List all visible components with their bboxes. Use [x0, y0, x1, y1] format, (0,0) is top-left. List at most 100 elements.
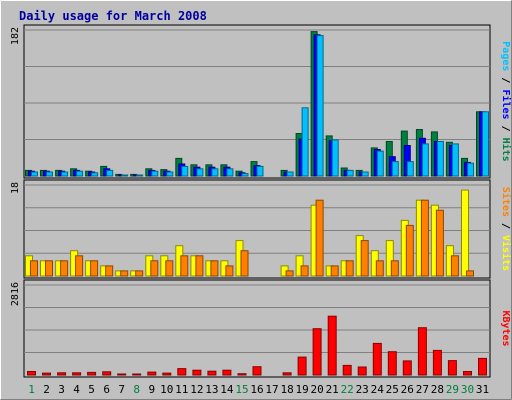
bar-sites-day-11 — [180, 255, 189, 277]
day-label-25: 25 — [386, 383, 399, 396]
panel-ymax-label: 182 — [10, 27, 21, 45]
bar-sites-day-15 — [240, 250, 249, 277]
bar-kbytes-day-5 — [87, 371, 97, 376]
bar-pages-day-5 — [91, 172, 99, 177]
side-label-sites: Sites — [500, 187, 512, 217]
day-label-4: 4 — [73, 383, 80, 396]
bar-kbytes-day-9 — [147, 371, 157, 376]
day-label-1: 1 — [28, 383, 35, 396]
bar-pages-day-12 — [196, 168, 204, 177]
bar-pages-day-22 — [346, 169, 354, 177]
bar-kbytes-day-26 — [402, 360, 412, 376]
bar-pages-day-31 — [482, 111, 489, 177]
day-axis-labels: 1 2 3 4 5 6 7 8 9 10 11 12 13 14 15 16 17 18 19 20 21 22 23 24 2… — [28, 383, 489, 396]
panel-side-label: Pages / Files / Hits — [500, 41, 512, 161]
bar-kbytes-day-15 — [237, 373, 247, 376]
bar-sites-day-29 — [450, 255, 459, 277]
bar-kbytes-day-30 — [463, 371, 472, 376]
day-label-10: 10 — [160, 383, 173, 396]
bar-kbytes-day-4 — [72, 372, 82, 376]
day-label-9: 9 — [148, 383, 155, 396]
bar-kbytes-day-23 — [357, 366, 367, 376]
day-label-14: 14 — [220, 383, 234, 396]
bar-sites-day-5 — [90, 260, 99, 277]
bar-pages-day-11 — [181, 165, 189, 177]
bar-pages-day-19 — [301, 107, 309, 177]
bar-pages-day-3 — [61, 171, 69, 177]
side-label-hits: Hits — [500, 138, 512, 162]
bar-sites-day-23 — [360, 240, 369, 277]
day-label-16: 16 — [250, 383, 263, 396]
bar-visits-day-25 — [385, 240, 394, 277]
bar-kbytes-day-10 — [162, 372, 172, 376]
bar-pages-day-26 — [406, 161, 414, 177]
day-label-26: 26 — [401, 383, 414, 396]
bar-kbytes-day-7 — [117, 373, 127, 376]
day-label-18: 18 — [280, 383, 293, 396]
bar-sites-day-28 — [435, 209, 444, 277]
chart-panels: 182 Pages / Files / Hits 18 Sites / Visits 2… — [10, 24, 512, 378]
day-label-20: 20 — [310, 383, 323, 396]
bar-sites-day-24 — [375, 260, 384, 277]
bar-sites-day-2 — [45, 260, 53, 277]
bar-pages-day-1 — [31, 171, 38, 177]
side-label-visits: Visits — [500, 235, 512, 271]
day-label-24: 24 — [371, 383, 385, 396]
bar-sites-day-22 — [345, 260, 354, 277]
bar-pages-day-30 — [467, 162, 474, 177]
bar-kbytes-day-25 — [387, 351, 397, 376]
bar-sites-day-8 — [135, 270, 144, 277]
panel-side-label: KBytes — [500, 310, 511, 346]
series-kbytes — [27, 315, 487, 376]
bar-pages-day-6 — [106, 169, 114, 177]
bar-pages-day-27 — [421, 143, 429, 177]
side-label-separator: / — [500, 120, 511, 138]
bar-kbytes-day-27 — [417, 327, 427, 376]
day-label-12: 12 — [190, 383, 203, 396]
panel-frame — [23, 24, 491, 179]
bar-kbytes-day-8 — [132, 373, 142, 376]
day-label-31: 31 — [476, 383, 489, 396]
bar-kbytes-day-21 — [327, 315, 337, 376]
bar-pages-day-28 — [436, 141, 444, 177]
panel-side-label: Sites / Visits — [500, 187, 512, 271]
side-label-files: Files — [500, 89, 512, 119]
bar-pages-day-7 — [121, 174, 129, 177]
side-label-kbytes: KBytes — [500, 310, 511, 346]
day-label-7: 7 — [118, 383, 125, 396]
bar-pages-day-14 — [226, 168, 234, 177]
day-label-23: 23 — [356, 383, 369, 396]
day-label-22: 22 — [341, 383, 354, 396]
bar-sites-day-1 — [30, 260, 38, 277]
bar-sites-day-9 — [150, 260, 159, 277]
bar-sites-day-3 — [60, 260, 69, 277]
bar-sites-day-21 — [330, 265, 339, 277]
bar-pages-day-4 — [76, 170, 84, 177]
bar-pages-day-20 — [316, 35, 324, 177]
side-label-separator: / — [500, 71, 511, 89]
day-label-17: 17 — [265, 383, 278, 396]
bar-pages-day-29 — [451, 143, 459, 177]
bar-sites-day-12 — [195, 255, 204, 277]
bar-sites-day-19 — [300, 265, 309, 277]
day-label-11: 11 — [175, 383, 188, 396]
bar-sites-day-30 — [466, 270, 474, 277]
bar-kbytes-day-18 — [282, 372, 292, 376]
bar-kbytes-day-29 — [447, 360, 457, 376]
bar-kbytes-day-19 — [297, 356, 307, 376]
day-label-29: 29 — [446, 383, 459, 396]
day-label-6: 6 — [103, 383, 110, 396]
bar-pages-day-16 — [256, 165, 264, 177]
bar-pages-day-10 — [166, 171, 174, 177]
day-label-15: 15 — [235, 383, 248, 396]
bar-pages-day-13 — [211, 168, 219, 177]
bar-kbytes-day-13 — [207, 370, 217, 376]
panel-ymax-label: 2816 — [10, 282, 21, 306]
bar-kbytes-day-20 — [312, 328, 322, 376]
bar-pages-day-23 — [361, 171, 369, 177]
bar-kbytes-day-16 — [252, 366, 262, 376]
series-pages — [31, 35, 489, 177]
bar-sites-day-14 — [225, 265, 234, 277]
bar-kbytes-day-24 — [372, 342, 382, 376]
